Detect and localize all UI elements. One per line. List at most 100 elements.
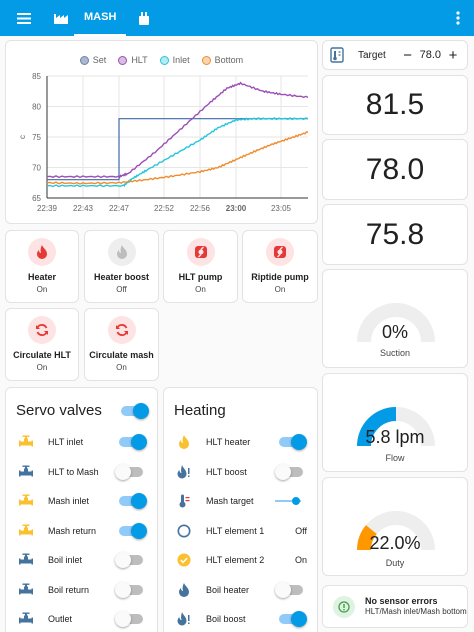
kettle-icon[interactable]: [126, 0, 162, 36]
tile-heater[interactable]: Heater On: [5, 230, 79, 303]
row-label: Mash return: [48, 525, 97, 536]
toggle-switch[interactable]: [119, 434, 147, 450]
slider-thumb[interactable]: [291, 497, 300, 505]
gauge-fill: [357, 407, 397, 447]
toggle-switch[interactable]: [119, 522, 147, 539]
circulate-icon: [107, 316, 136, 344]
servo-valves-title: Servo valves: [16, 402, 102, 419]
list-row-hlt-heater[interactable]: HLT heater: [176, 432, 307, 452]
valve-icon: [18, 582, 34, 598]
list-row-hlt-inlet[interactable]: HLT inlet: [18, 432, 147, 452]
bottom-reading-card: 75.8: [322, 204, 468, 265]
chart-legend: Set HLT Inlet Bottom: [6, 55, 317, 65]
list-row-hlt-boost[interactable]: HLT boost: [176, 462, 307, 482]
list-row-hlt-to-mash[interactable]: HLT to Mash: [18, 462, 147, 482]
toggle-switch[interactable]: [275, 581, 303, 598]
x-tick-label: 22:47: [109, 204, 130, 213]
list-row-mash-inlet[interactable]: Mash inlet: [18, 491, 147, 511]
list-row-mash-return[interactable]: Mash return: [18, 521, 147, 541]
sensor-status-title: No sensor errors: [365, 596, 438, 607]
tile-name: Circulate mash: [89, 350, 154, 360]
flow-gauge-value: 5.8 lpm: [365, 427, 425, 447]
x-tick-label: 23:00: [226, 204, 247, 213]
tile-circulate-mash[interactable]: Circulate mash On: [84, 308, 159, 381]
tile-riptide-pump[interactable]: Riptide pump On: [242, 230, 318, 303]
menu-icon[interactable]: [0, 0, 48, 36]
list-row-boil-heater[interactable]: Boil heater: [176, 580, 307, 600]
legend-item-set[interactable]: Set: [79, 55, 107, 65]
legend-label: Set: [92, 55, 107, 65]
legend-item-inlet[interactable]: Inlet: [159, 55, 190, 65]
duty-gauge-label: Duty: [385, 558, 405, 568]
suction-gauge: [357, 303, 435, 343]
app-toolbar: MASH: [0, 0, 474, 36]
tile-state: On: [36, 363, 48, 372]
legend-swatch: [118, 55, 128, 65]
toggle-switch[interactable]: [275, 463, 303, 480]
row-label: HLT inlet: [48, 437, 84, 447]
row-label: Boil return: [48, 584, 90, 595]
y-tick-label: 80: [32, 103, 41, 112]
toggle-switch[interactable]: [115, 463, 143, 480]
check-circle-icon: [176, 552, 192, 568]
duty-gauge-card: 22.0% Duty: [322, 477, 468, 576]
row-label: HLT element 2: [206, 555, 265, 565]
valve-icon: [18, 611, 34, 627]
duty-gauge: [357, 511, 435, 551]
servo-master-toggle[interactable]: [121, 403, 149, 419]
list-row-boil-return[interactable]: Boil return: [18, 580, 147, 600]
status-ok-icon: [333, 595, 355, 618]
factory-icon[interactable]: [48, 0, 74, 36]
x-tick-label: 23:05: [271, 204, 292, 213]
toggle-knob: [131, 522, 147, 539]
series-line-bottom: [46, 131, 309, 185]
valve-icon: [18, 464, 34, 480]
circle-outline-icon: [176, 523, 192, 539]
list-row-mash-target[interactable]: Mash target: [176, 491, 307, 511]
thermostat-icon: [330, 47, 346, 63]
x-tick-label: 22:43: [73, 204, 94, 213]
list-row-hlt-element-1: HLT element 1 Off: [176, 521, 307, 541]
mash-target-slider[interactable]: [275, 497, 301, 505]
flow-gauge-card: 5.8 lpm Flow: [322, 373, 468, 472]
target-decrease-button[interactable]: −: [403, 46, 412, 64]
legend-item-hlt[interactable]: HLT: [118, 55, 148, 65]
series-line-hlt: [46, 81, 309, 179]
circulate-icon: [28, 316, 56, 344]
legend-item-bottom[interactable]: Bottom: [201, 55, 243, 65]
y-tick-label: 65: [32, 194, 41, 203]
gauge-fill: [357, 525, 378, 551]
toggle-switch[interactable]: [279, 434, 307, 450]
tile-heater-boost[interactable]: Heater boost Off: [84, 230, 159, 303]
valve-icon: [18, 552, 34, 568]
toggle-switch[interactable]: [119, 493, 147, 509]
gauge-track: [357, 303, 435, 343]
row-label: Mash target: [206, 496, 254, 506]
tab-mash[interactable]: MASH: [74, 0, 127, 36]
target-label: Target: [358, 49, 386, 61]
more-vert-icon[interactable]: [442, 0, 474, 36]
row-label: HLT boost: [206, 466, 247, 477]
tab-mash-label: MASH: [84, 11, 117, 23]
row-label: Mash inlet: [48, 496, 90, 506]
toggle-switch[interactable]: [115, 581, 143, 598]
list-row-boil-boost[interactable]: Boil boost: [176, 609, 307, 629]
toggle-switch[interactable]: [115, 552, 143, 568]
tile-circulate-hlt[interactable]: Circulate HLT On: [5, 308, 79, 381]
tile-hlt-pump[interactable]: HLT pump On: [163, 230, 238, 303]
tile-name: Riptide pump: [251, 272, 309, 282]
tile-state: On: [274, 285, 286, 294]
toggle-switch[interactable]: [115, 611, 143, 627]
toggle-knob: [131, 434, 147, 450]
flame-icon: [107, 238, 136, 266]
toggle-knob: [275, 463, 291, 480]
pump-icon: [186, 238, 215, 266]
row-label: HLT heater: [206, 437, 251, 447]
target-increase-button[interactable]: +: [448, 46, 458, 64]
list-row-boil-inlet[interactable]: Boil inlet: [18, 550, 147, 570]
heating-title: Heating: [174, 402, 226, 419]
target-card: Target − 78.0 +: [322, 40, 468, 70]
list-row-outlet[interactable]: Outlet: [18, 609, 147, 629]
sensor-status-card: No sensor errors HLT/Mash inlet/Mash bot…: [322, 585, 468, 628]
toggle-switch[interactable]: [279, 611, 307, 627]
